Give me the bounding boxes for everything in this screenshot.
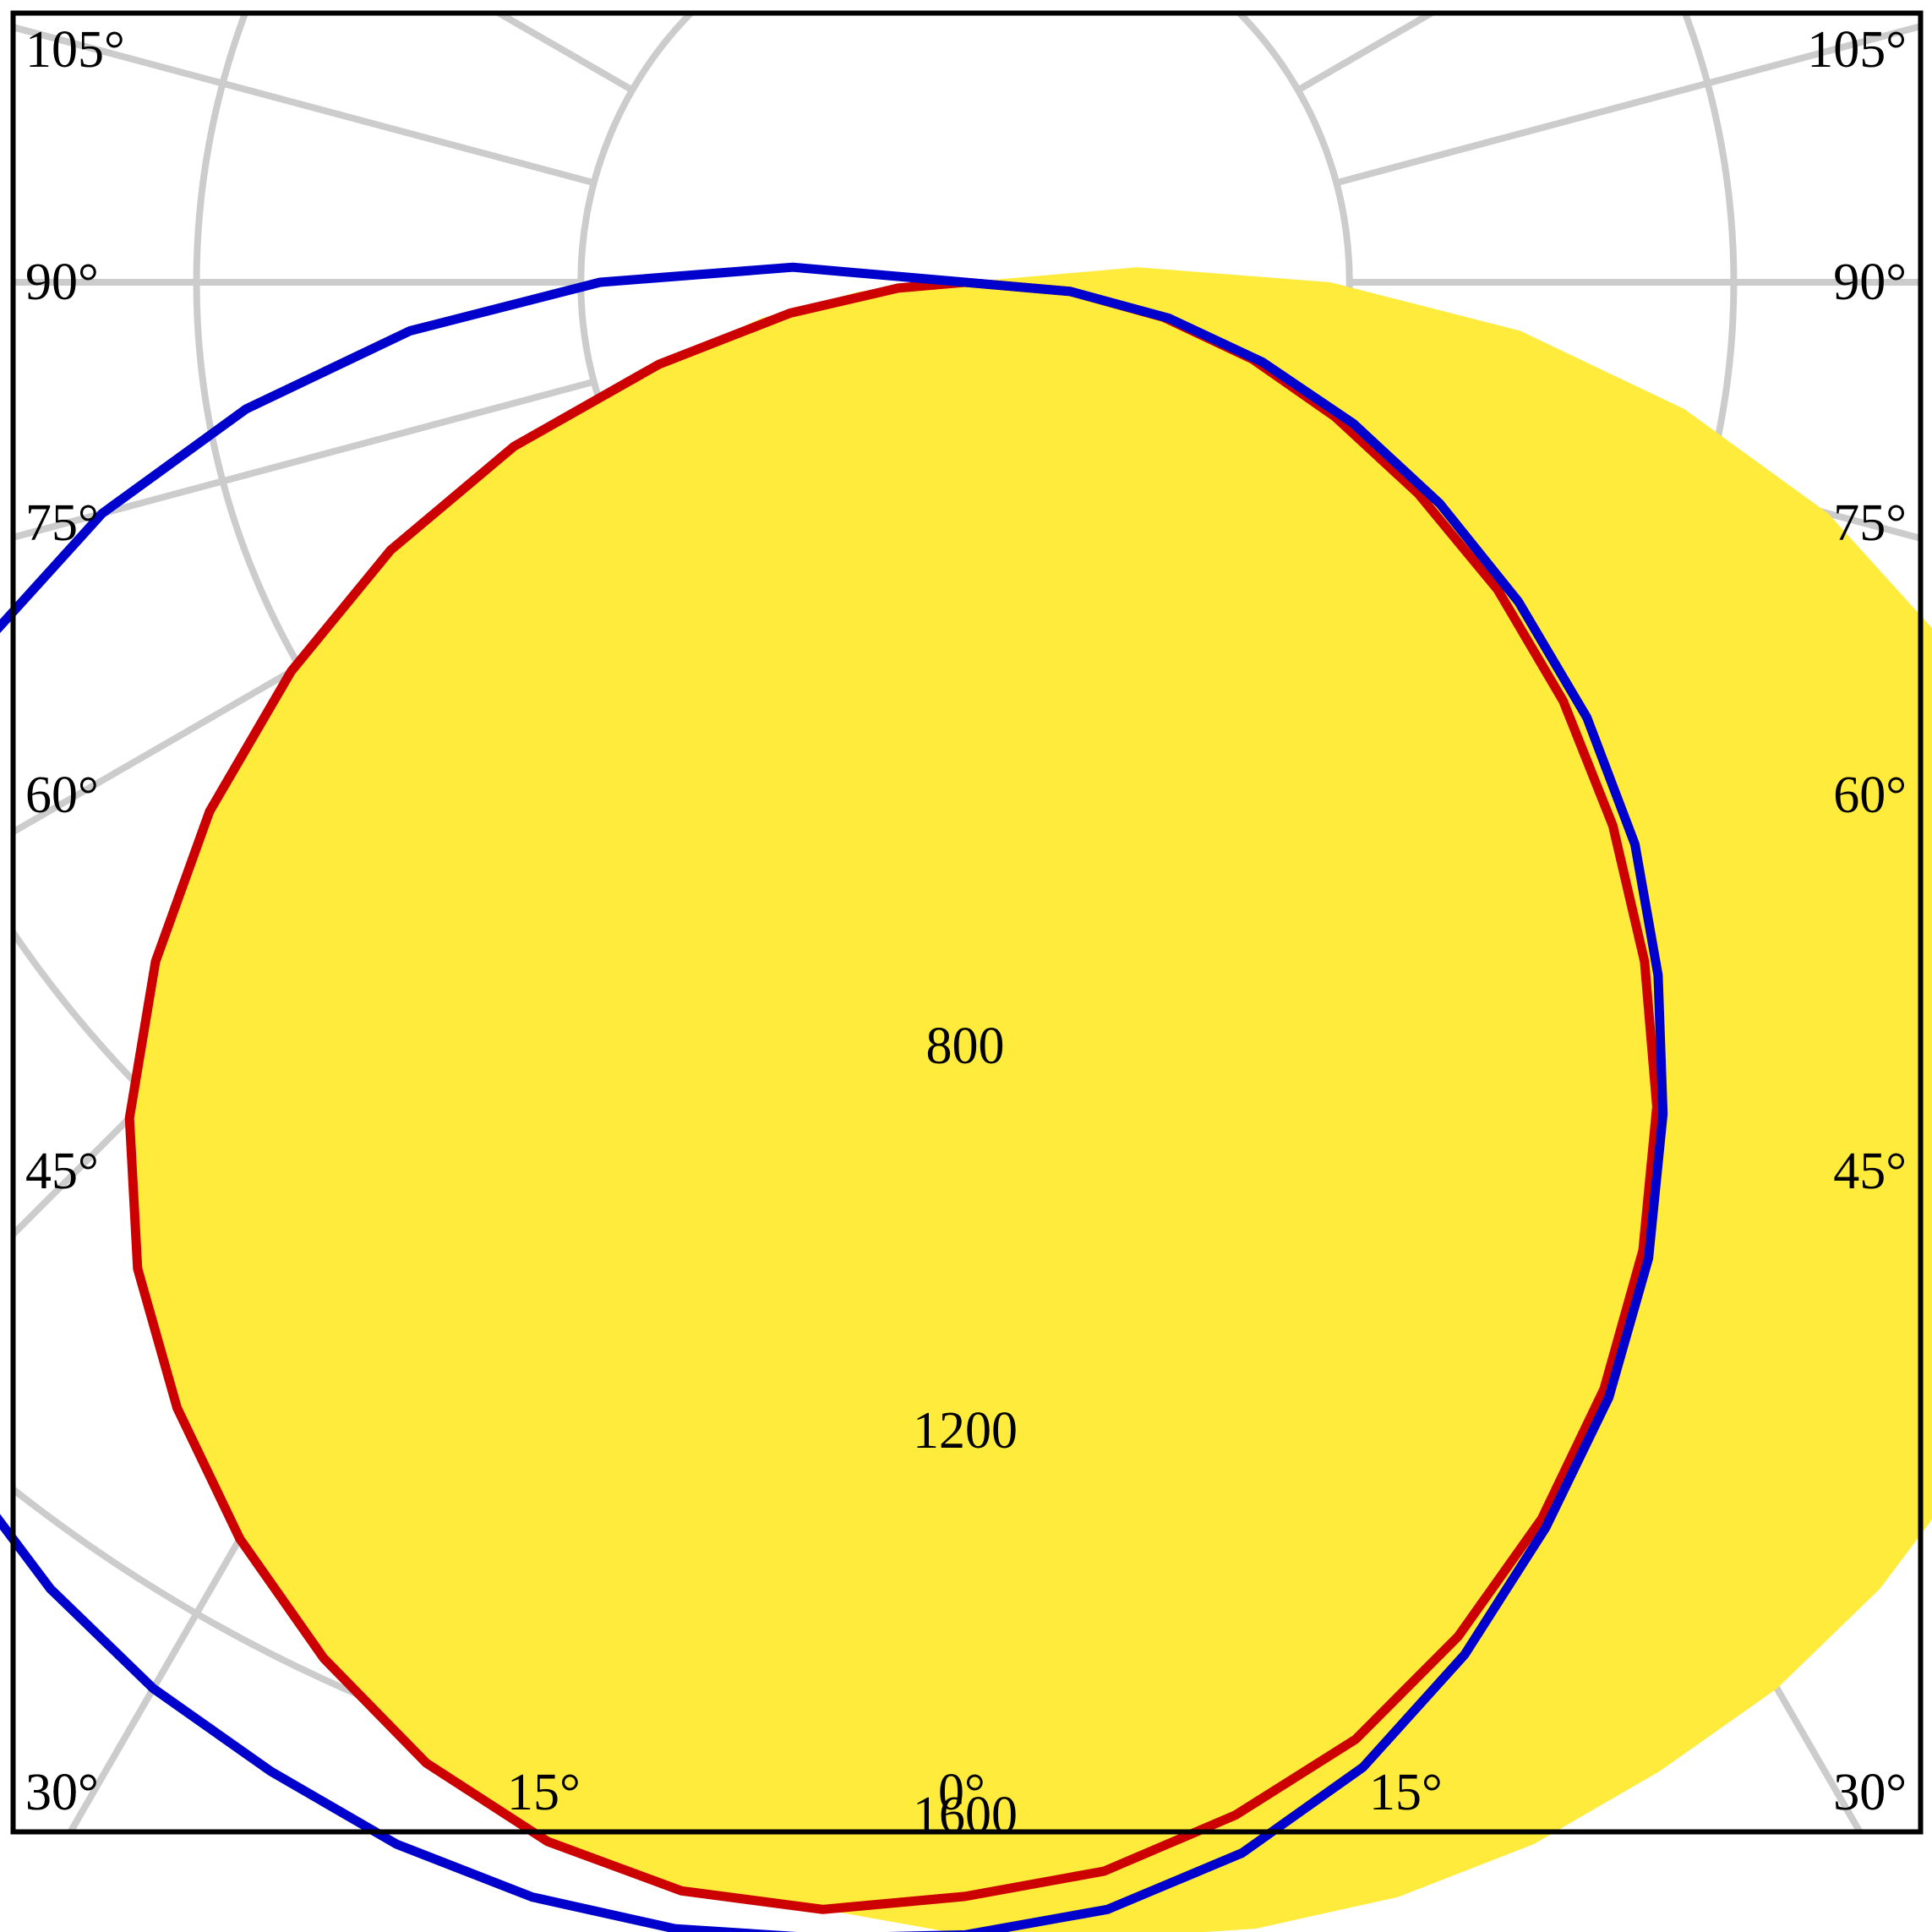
angle-label-left-60: 60° [25,767,99,824]
radial-label-800: 800 [925,1018,1005,1076]
distribution-curves [0,262,1932,1932]
angle-label-left-75: 75° [25,494,99,552]
angle-label-right-60: 60° [1833,767,1907,824]
angle-label-bottom-15-left: 15° [507,1764,581,1821]
angle-label-left-30: 30° [25,1764,99,1821]
curve-c0 [124,277,1662,1914]
angle-label-right-90: 90° [1833,254,1907,311]
distribution-fill [129,267,1932,1932]
angle-label-right-75: 75° [1833,494,1907,552]
angle-label-bottom-15-right: 15° [1369,1764,1443,1821]
angle-label-bottom-0: 0° [938,1764,985,1821]
angle-label-bottom-30-left: 30° [25,1764,99,1821]
angle-label-right-45: 45° [1833,1143,1907,1200]
plot-frame [10,10,1924,1835]
angle-label-right-105: 105° [1807,21,1907,79]
radial-label-1600: 1600 [913,1786,1018,1844]
angle-label-left-105: 105° [25,21,125,79]
angle-label-left-45: 45° [25,1143,99,1200]
angle-label-right-30: 30° [1833,1764,1907,1821]
curve-c90 [0,262,1668,1932]
angle-label-bottom-30-right: 30° [1833,1764,1907,1821]
radial-label-1200: 1200 [913,1402,1018,1460]
angle-label-left-90: 90° [25,254,99,311]
